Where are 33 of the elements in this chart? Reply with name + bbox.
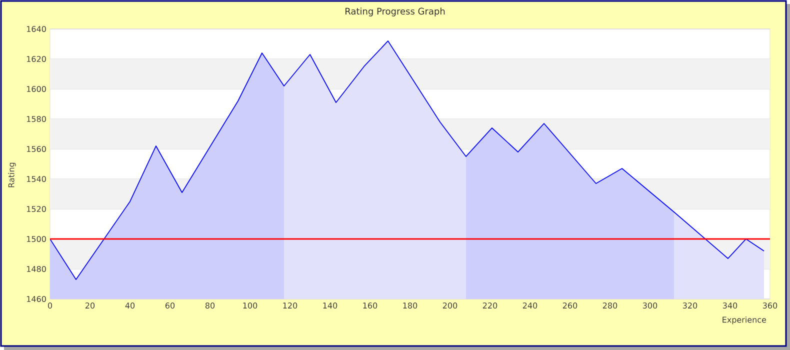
x-tick-label: 100 [243,302,258,309]
chart-title: Rating Progress Graph [346,8,445,16]
y-tick-label: 1480 [27,266,46,272]
x-tick-label: 340 [722,302,738,309]
y-tick-label: 1500 [27,236,46,242]
x-tick-label: 320 [682,302,698,309]
y-tick-label: 1600 [27,86,46,92]
y-tick-label: 1640 [27,26,46,32]
x-tick-label: 20 [86,302,95,309]
x-tick-label: 200 [442,302,458,309]
x-tick-label: 280 [602,302,618,309]
x-tick-label: 180 [403,302,418,309]
x-tick-label: 260 [562,302,578,309]
y-tick-label: 1520 [27,206,46,212]
y-tick-label: 1580 [27,116,46,122]
x-axis-title: Experience [722,316,766,324]
x-tick-label: 120 [283,302,298,309]
x-tick-label: 40 [125,302,135,309]
x-tick-label: 60 [165,302,175,309]
line-series [50,40,764,280]
x-tick-label: 220 [482,302,498,309]
x-tick-label: 0 [48,302,52,309]
x-tick-label: 360 [762,302,778,309]
y-tick-label: 1460 [27,296,46,302]
x-tick-label: 80 [205,302,215,309]
x-tick-label: 300 [642,302,658,309]
x-tick-label: 240 [522,302,538,309]
y-tick-label: 1620 [27,56,46,62]
x-tick-label: 160 [363,302,378,309]
y-tick-label: 1560 [27,146,46,152]
y-tick-label: 1540 [27,176,46,182]
y-axis-title: Rating [8,162,16,188]
x-tick-label: 140 [323,302,338,309]
